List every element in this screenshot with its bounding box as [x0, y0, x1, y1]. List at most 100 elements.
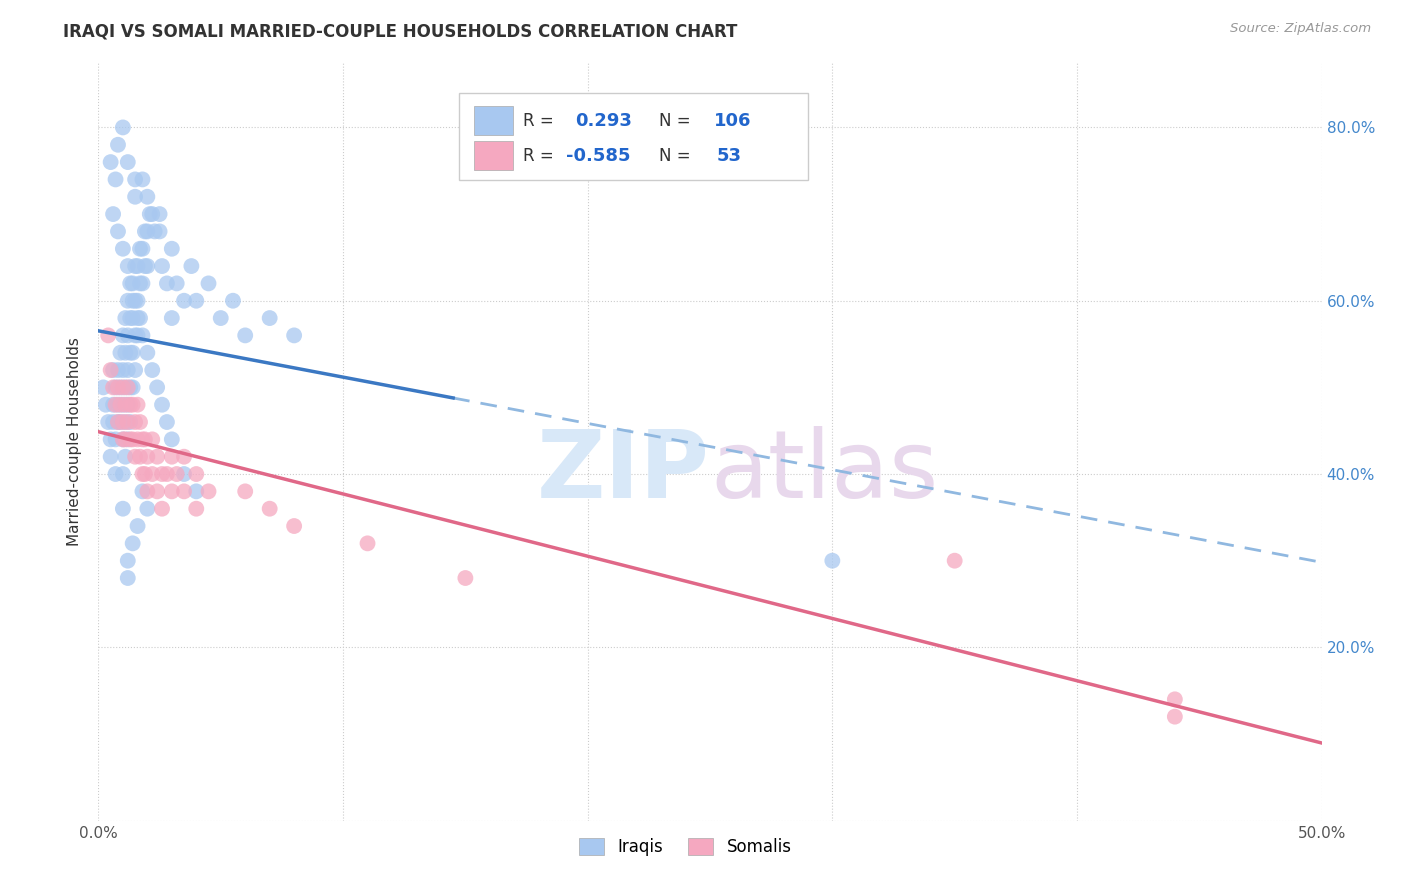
Point	[233, 484, 256, 499]
Point	[166, 467, 188, 481]
Point	[111, 501, 134, 516]
Point	[121, 536, 143, 550]
Point	[120, 380, 142, 394]
Point	[120, 398, 142, 412]
Point	[114, 398, 136, 412]
Point	[117, 398, 139, 412]
Point	[120, 345, 142, 359]
Point	[160, 484, 183, 499]
Point	[136, 259, 159, 273]
Text: N =: N =	[658, 146, 690, 164]
Text: 106: 106	[714, 112, 751, 129]
Point	[107, 363, 129, 377]
Point	[117, 363, 139, 377]
Point	[209, 311, 232, 326]
Point	[117, 380, 139, 394]
Point	[111, 467, 134, 481]
Point	[186, 293, 208, 308]
Point	[114, 450, 136, 464]
Point	[143, 224, 166, 238]
Point	[120, 415, 142, 429]
Point	[186, 484, 208, 499]
Point	[160, 242, 183, 256]
Text: R =: R =	[523, 112, 554, 129]
Point	[121, 311, 143, 326]
Text: 53: 53	[716, 146, 741, 164]
Point	[114, 345, 136, 359]
Point	[186, 467, 208, 481]
Point	[121, 398, 143, 412]
Point	[100, 155, 122, 169]
Point	[104, 380, 127, 394]
Point	[124, 450, 146, 464]
Point	[127, 311, 149, 326]
Point	[117, 415, 139, 429]
Point	[186, 501, 208, 516]
Point	[110, 415, 132, 429]
Point	[136, 484, 159, 499]
Point	[114, 380, 136, 394]
Point	[131, 172, 153, 186]
Point	[127, 259, 149, 273]
Point	[356, 536, 378, 550]
Text: atlas: atlas	[710, 425, 938, 518]
Point	[107, 398, 129, 412]
Point	[141, 207, 163, 221]
Point	[156, 467, 179, 481]
Point	[943, 554, 966, 568]
Point	[149, 224, 172, 238]
Point	[197, 484, 219, 499]
Point	[107, 415, 129, 429]
Point	[454, 571, 477, 585]
Point	[141, 467, 163, 481]
Point	[283, 328, 305, 343]
Point	[127, 328, 149, 343]
Point	[129, 415, 152, 429]
Point	[104, 398, 127, 412]
Point	[91, 380, 114, 394]
Point	[150, 501, 173, 516]
Point	[124, 172, 146, 186]
FancyBboxPatch shape	[474, 141, 513, 170]
Point	[180, 259, 202, 273]
Point	[104, 433, 127, 447]
Point	[259, 501, 281, 516]
Point	[114, 415, 136, 429]
Point	[100, 450, 122, 464]
Point	[124, 363, 146, 377]
Point	[117, 571, 139, 585]
Point	[136, 501, 159, 516]
Point	[111, 363, 134, 377]
Point	[129, 311, 152, 326]
Point	[101, 380, 124, 394]
Text: R =: R =	[523, 146, 554, 164]
Point	[101, 363, 124, 377]
FancyBboxPatch shape	[460, 93, 808, 180]
Point	[107, 415, 129, 429]
Point	[101, 207, 124, 221]
Point	[107, 224, 129, 238]
Point	[111, 433, 134, 447]
Point	[111, 242, 134, 256]
Point	[134, 433, 156, 447]
Point	[107, 137, 129, 152]
Point	[131, 484, 153, 499]
Point	[173, 293, 195, 308]
Point	[121, 433, 143, 447]
Point	[104, 172, 127, 186]
Point	[146, 380, 169, 394]
Point	[97, 415, 120, 429]
Text: -0.585: -0.585	[565, 146, 630, 164]
Point	[111, 398, 134, 412]
Point	[127, 433, 149, 447]
Text: IRAQI VS SOMALI MARRIED-COUPLE HOUSEHOLDS CORRELATION CHART: IRAQI VS SOMALI MARRIED-COUPLE HOUSEHOLD…	[63, 22, 738, 40]
Point	[97, 328, 120, 343]
Point	[124, 259, 146, 273]
Text: Source: ZipAtlas.com: Source: ZipAtlas.com	[1230, 22, 1371, 36]
Point	[124, 190, 146, 204]
Point	[110, 345, 132, 359]
Point	[127, 293, 149, 308]
Point	[160, 311, 183, 326]
Point	[121, 380, 143, 394]
Point	[117, 155, 139, 169]
